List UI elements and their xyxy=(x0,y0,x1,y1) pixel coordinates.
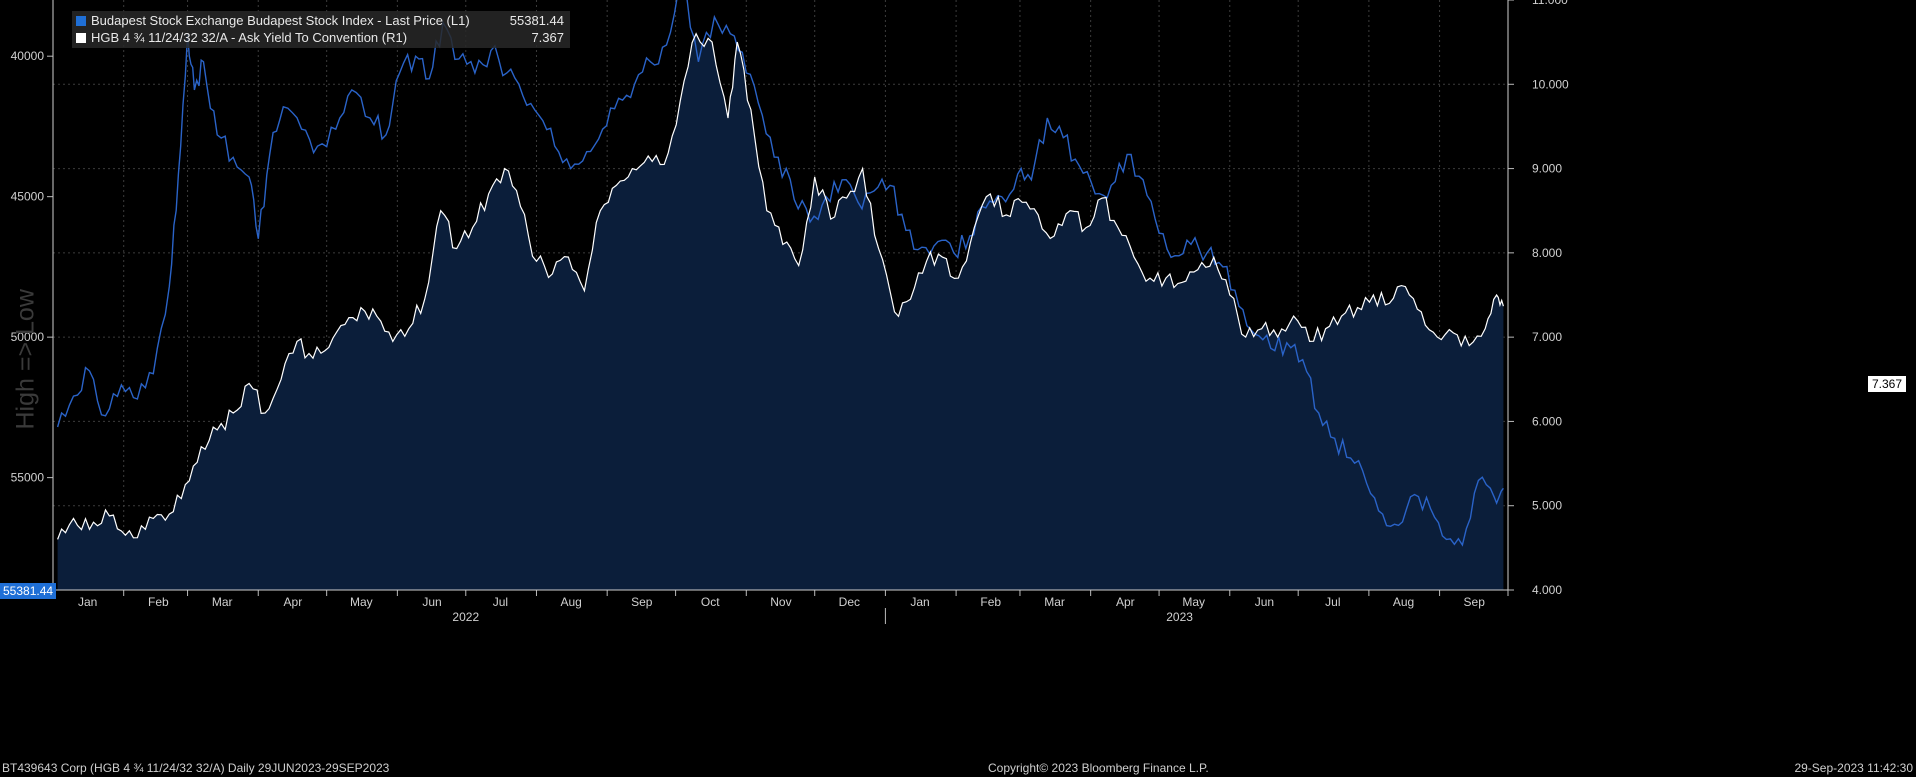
legend-label-hgb: HGB 4 ¾ 11/24/32 32/A - Ask Yield To Con… xyxy=(91,30,408,45)
yield-area xyxy=(57,33,1504,590)
x-month-label: Apr xyxy=(1116,595,1135,609)
legend-entry-hgb: HGB 4 ¾ 11/24/32 32/A - Ask Yield To Con… xyxy=(76,29,564,46)
legend: Budapest Stock Exchange Budapest Stock I… xyxy=(72,11,570,48)
x-month-label: Aug xyxy=(1393,595,1414,609)
last-yield-tag-right: 7.367 xyxy=(1868,376,1907,392)
left-tick-label: 40000 xyxy=(11,49,45,63)
x-month-label: Apr xyxy=(284,595,303,609)
left-tick-label: 50000 xyxy=(11,330,45,344)
x-month-label: Dec xyxy=(839,595,860,609)
x-month-label: Jun xyxy=(1255,595,1274,609)
x-month-label: May xyxy=(350,595,373,609)
right-tick-label: 10.000 xyxy=(1532,77,1569,91)
x-month-label: Oct xyxy=(701,595,720,609)
x-month-label: Jul xyxy=(1325,595,1340,609)
right-tick-label: 9.000 xyxy=(1532,162,1562,176)
yield-area-fill xyxy=(57,33,1504,590)
right-tick-label: 7.000 xyxy=(1532,330,1562,344)
right-tick-label: 6.000 xyxy=(1532,414,1562,428)
x-month-label: Sep xyxy=(631,595,653,609)
series-lines xyxy=(56,0,1504,547)
x-month-label: Nov xyxy=(770,595,791,609)
x-month-label: Jan xyxy=(78,595,97,609)
hgb-yield-line xyxy=(57,32,1504,540)
legend-value-bux: 55381.44 xyxy=(509,13,564,28)
x-month-label: Mar xyxy=(1044,595,1065,609)
x-month-label: Mar xyxy=(212,595,233,609)
x-month-label: May xyxy=(1182,595,1205,609)
x-year-label: 2022 xyxy=(452,610,479,624)
bux-index-line xyxy=(56,0,1504,547)
x-month-label: Feb xyxy=(980,595,1001,609)
legend-entry-bux: Budapest Stock Exchange Budapest Stock I… xyxy=(76,12,564,29)
x-month-label: Jul xyxy=(493,595,508,609)
x-month-label: Jun xyxy=(422,595,441,609)
left-tick-label: 55000 xyxy=(11,471,45,485)
footer-security: BT439643 Corp (HGB 4 ¾ 11/24/32 32/A) Da… xyxy=(2,761,390,775)
right-tick-label: 8.000 xyxy=(1532,246,1562,260)
right-tick-label: 5.000 xyxy=(1532,499,1562,513)
left-tick-label: 45000 xyxy=(11,190,45,204)
left-axis-title: High => Low xyxy=(11,289,40,430)
footer-copyright: Copyright© 2023 Bloomberg Finance L.P. xyxy=(988,761,1209,775)
legend-swatch-blue xyxy=(76,15,86,26)
x-year-label: 2023 xyxy=(1166,610,1193,624)
axes: Jan Feb Mar Apr May Jun Jul Aug Sep Oct Nov Dec Jan F… xyxy=(11,0,1569,624)
right-tick-label: 11.000 xyxy=(1532,0,1568,7)
x-month-label: Sep xyxy=(1464,595,1486,609)
legend-swatch-white xyxy=(76,32,86,43)
legend-value-hgb: 7.367 xyxy=(531,30,564,45)
last-price-tag-left: 55381.44 xyxy=(0,583,57,599)
x-month-label: Feb xyxy=(148,595,169,609)
x-month-label: Jan xyxy=(910,595,929,609)
right-tick-label: 4.000 xyxy=(1532,583,1562,597)
footer-timestamp: 29-Sep-2023 11:42:30 xyxy=(1794,761,1913,775)
legend-label-bux: Budapest Stock Exchange Budapest Stock I… xyxy=(91,13,470,28)
x-month-label: Aug xyxy=(560,595,581,609)
